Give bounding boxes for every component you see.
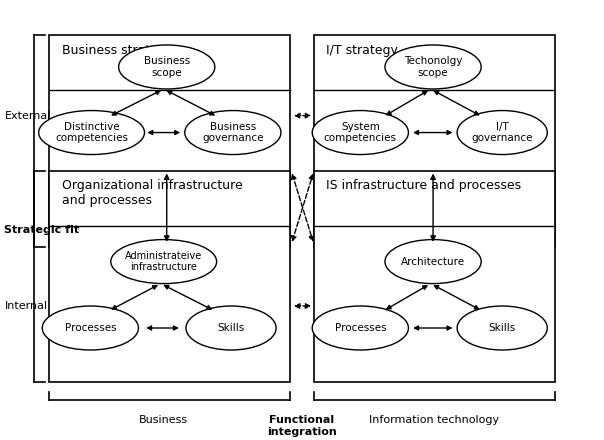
- FancyArrowPatch shape: [164, 175, 169, 240]
- Text: Administrateive
infrastructure: Administrateive infrastructure: [125, 251, 202, 272]
- Ellipse shape: [312, 306, 408, 350]
- FancyArrowPatch shape: [112, 91, 160, 115]
- Ellipse shape: [312, 110, 408, 154]
- Bar: [314, 171, 554, 382]
- FancyArrowPatch shape: [295, 114, 310, 118]
- Text: Techonolgy
scope: Techonolgy scope: [404, 56, 462, 78]
- FancyArrowPatch shape: [295, 304, 310, 308]
- Text: Organizational infrastructure
and processes: Organizational infrastructure and proces…: [62, 179, 242, 207]
- Ellipse shape: [111, 240, 217, 284]
- Ellipse shape: [39, 110, 144, 154]
- Text: Business: Business: [139, 415, 188, 425]
- Text: External: External: [4, 110, 51, 121]
- FancyArrowPatch shape: [387, 286, 427, 309]
- Bar: [50, 35, 290, 247]
- Ellipse shape: [385, 45, 481, 89]
- Ellipse shape: [385, 240, 481, 284]
- Ellipse shape: [42, 306, 138, 350]
- Ellipse shape: [118, 45, 215, 89]
- Ellipse shape: [185, 110, 281, 154]
- Text: Processes: Processes: [65, 323, 116, 333]
- FancyArrowPatch shape: [164, 286, 211, 309]
- FancyArrowPatch shape: [434, 91, 478, 115]
- Bar: [50, 171, 290, 382]
- Text: IS infrastructure and processes: IS infrastructure and processes: [326, 179, 521, 192]
- FancyArrowPatch shape: [292, 175, 313, 241]
- Text: Skills: Skills: [217, 323, 245, 333]
- FancyArrowPatch shape: [387, 91, 427, 115]
- FancyArrowPatch shape: [292, 175, 313, 241]
- Text: Functional
integration: Functional integration: [267, 415, 337, 437]
- FancyArrowPatch shape: [167, 91, 214, 115]
- Text: Distinctive
competencies: Distinctive competencies: [55, 122, 128, 143]
- Text: I/T
governance: I/T governance: [472, 122, 533, 143]
- Text: Processes: Processes: [335, 323, 386, 333]
- FancyArrowPatch shape: [112, 286, 157, 309]
- FancyArrowPatch shape: [431, 175, 435, 240]
- Ellipse shape: [186, 306, 276, 350]
- Text: Skills: Skills: [489, 323, 516, 333]
- FancyArrowPatch shape: [434, 286, 478, 309]
- FancyArrowPatch shape: [147, 326, 178, 330]
- Text: I/T strategy: I/T strategy: [326, 44, 398, 57]
- Text: Business
governance: Business governance: [202, 122, 263, 143]
- Text: Internal: Internal: [4, 301, 48, 311]
- Text: Strategic fit: Strategic fit: [4, 225, 80, 235]
- Text: Business strategy: Business strategy: [62, 44, 173, 57]
- Text: Business
scope: Business scope: [144, 56, 190, 78]
- Ellipse shape: [457, 110, 547, 154]
- Text: System
competencies: System competencies: [324, 122, 397, 143]
- FancyArrowPatch shape: [149, 131, 179, 135]
- FancyArrowPatch shape: [414, 326, 451, 330]
- FancyArrowPatch shape: [414, 131, 451, 135]
- Ellipse shape: [457, 306, 547, 350]
- Text: Architecture: Architecture: [401, 257, 465, 267]
- Text: Information technology: Information technology: [369, 415, 500, 425]
- Bar: [314, 35, 554, 247]
